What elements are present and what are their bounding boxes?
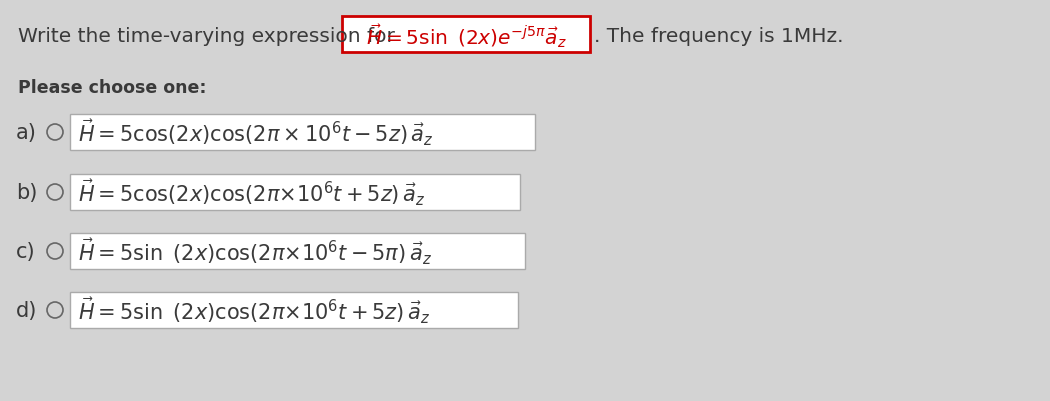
Text: b): b) [16, 182, 38, 203]
FancyBboxPatch shape [342, 17, 590, 53]
Text: a): a) [16, 123, 37, 143]
Text: d): d) [16, 300, 38, 320]
Text: . The frequency is 1MHz.: . The frequency is 1MHz. [594, 26, 843, 45]
Text: Please choose one:: Please choose one: [18, 79, 207, 97]
Text: c): c) [16, 241, 36, 261]
Text: $\vec{H} = 5\sin\ (2x)\cos(2\pi{\times}10^6t - 5\pi)\,\vec{a}_z$: $\vec{H} = 5\sin\ (2x)\cos(2\pi{\times}1… [78, 236, 432, 267]
Text: $\vec{H} = 5\sin\ (2x)e^{-j5\pi}\vec{a}_z$: $\vec{H} = 5\sin\ (2x)e^{-j5\pi}\vec{a}_… [365, 22, 566, 50]
Text: $\vec{H} = 5\cos(2x)\cos(2\pi{\times}10^6t + 5z)\,\vec{a}_z$: $\vec{H} = 5\cos(2x)\cos(2\pi{\times}10^… [78, 177, 425, 208]
Text: Write the time-varying expression for: Write the time-varying expression for [18, 26, 407, 45]
FancyBboxPatch shape [70, 115, 536, 151]
Text: $\vec{H} = 5\sin\ (2x)\cos(2\pi{\times}10^6t + 5z)\,\vec{a}_z$: $\vec{H} = 5\sin\ (2x)\cos(2\pi{\times}1… [78, 295, 430, 325]
FancyBboxPatch shape [70, 292, 518, 328]
Text: $\vec{H} = 5\cos(2x)\cos(2\pi \times 10^6t - 5z)\,\vec{a}_z$: $\vec{H} = 5\cos(2x)\cos(2\pi \times 10^… [78, 117, 434, 148]
FancyBboxPatch shape [70, 174, 520, 211]
FancyBboxPatch shape [70, 233, 525, 269]
